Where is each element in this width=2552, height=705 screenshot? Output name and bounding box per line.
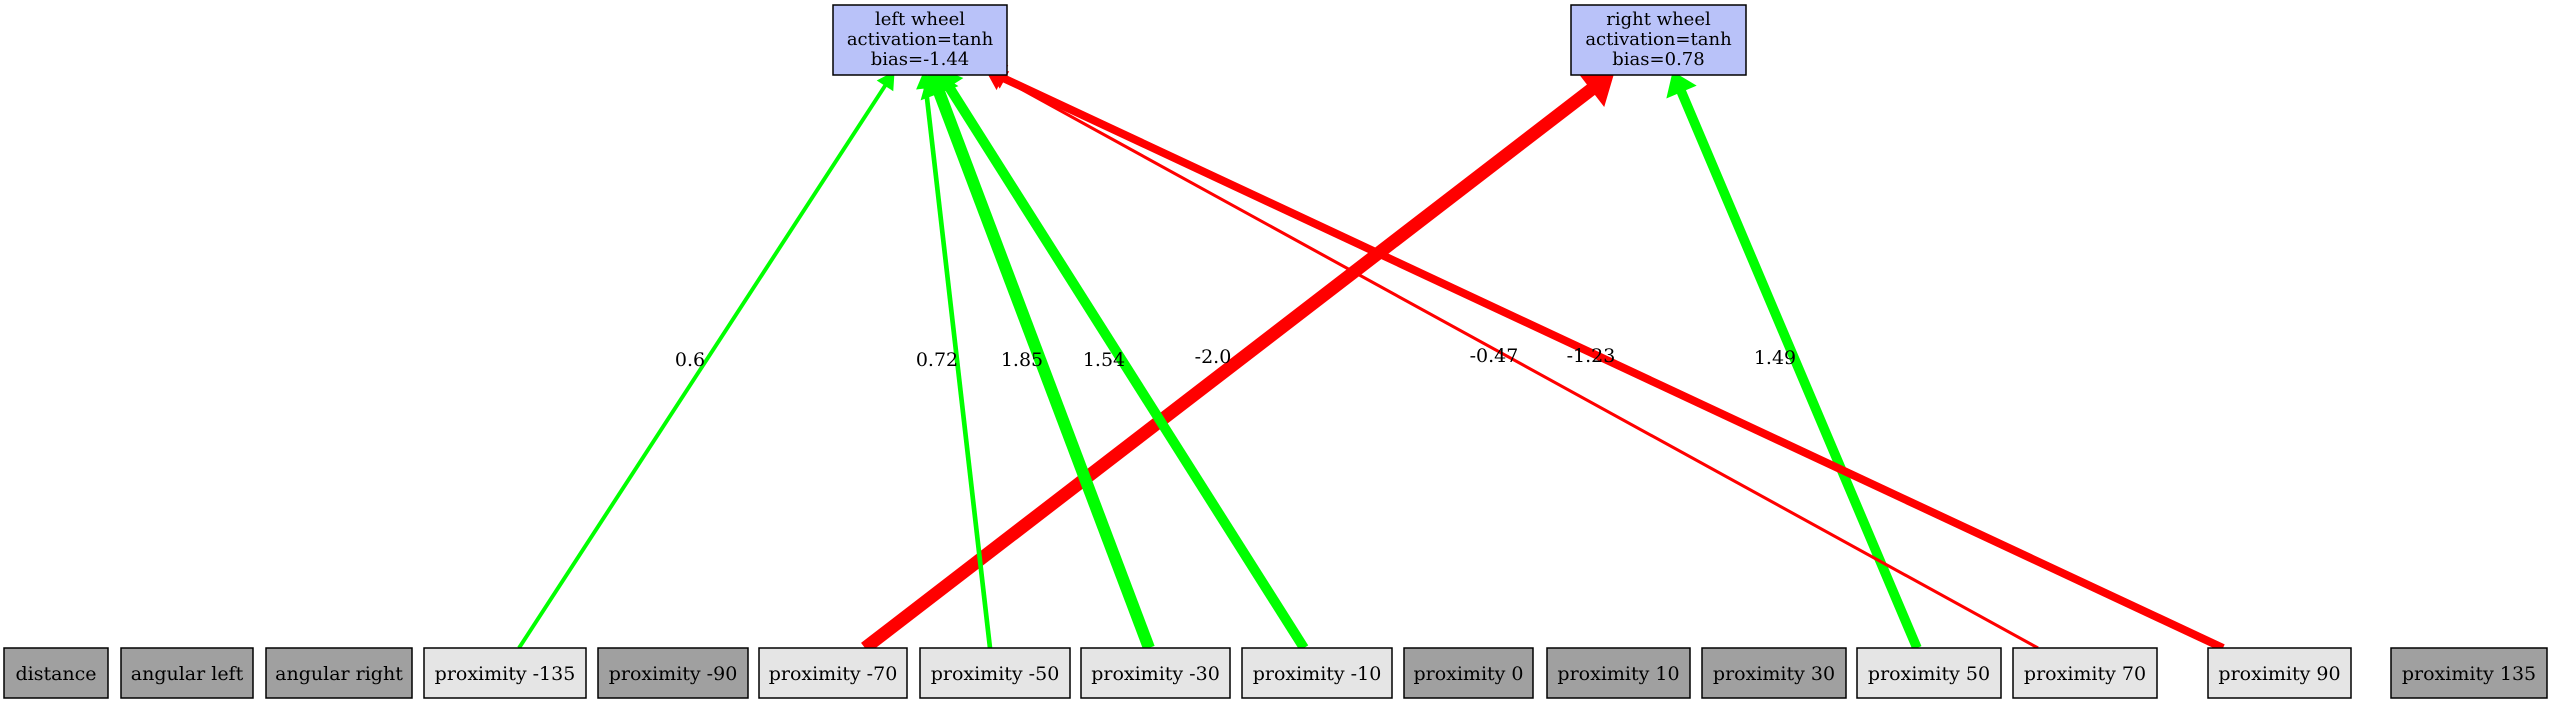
input-node-label: proximity 0 (1413, 663, 1523, 685)
input-node-p-70: proximity 70 (2012, 647, 2158, 699)
input-node-distance: distance (3, 647, 109, 699)
input-node-box (919, 647, 1071, 699)
input-node-box (597, 647, 749, 699)
edge-arrowhead (1666, 71, 1697, 99)
edge-p_m50-to-left (923, 87, 993, 649)
edge-weight-label: 1.85 (1001, 349, 1043, 371)
input-node-angular-left: angular left (120, 647, 254, 699)
output-node-box (1570, 4, 1747, 76)
input-node-p-135: proximity 135 (2390, 647, 2548, 699)
input-node-box (3, 647, 109, 699)
edge-weight-label: -2.0 (1195, 346, 1232, 368)
output-node-line: activation=tanh (1585, 29, 1732, 50)
output-node-line: right wheel (1606, 9, 1711, 30)
output-node-line: bias=-1.44 (871, 49, 970, 70)
nodes-layer: left wheelactivation=tanhbias=-1.44right… (3, 4, 2548, 699)
input-node-box (1546, 647, 1691, 699)
edges-layer: 0.6 -2.0 0.72 1.85 1.54 1.49 -0.47 -1.23 (517, 65, 2225, 654)
input-node-angular-right: angular right (265, 647, 413, 699)
input-node-box (1080, 647, 1231, 699)
input-node-box (120, 647, 254, 699)
edge-weight-label: 0.72 (916, 349, 958, 371)
input-node-p-m70: proximity -70 (758, 647, 908, 699)
input-node-p-0: proximity 0 (1403, 647, 1534, 699)
edge-arrowhead (876, 71, 895, 92)
edge-weight-label: 1.49 (1754, 347, 1796, 369)
edge-weight-label: 1.54 (1083, 349, 1125, 371)
input-node-box (423, 647, 587, 699)
output-node-line: bias=0.78 (1612, 49, 1704, 70)
input-node-label: proximity 70 (2024, 663, 2146, 685)
input-node-p-50: proximity 50 (1856, 647, 2002, 699)
input-node-label: proximity 90 (2218, 663, 2340, 685)
input-node-label: proximity -70 (769, 663, 898, 685)
input-node-label: proximity -135 (435, 663, 576, 685)
input-node-label: distance (15, 663, 96, 685)
input-node-p-m90: proximity -90 (597, 647, 749, 699)
output-node-line: activation=tanh (847, 29, 994, 50)
input-node-p-30: proximity 30 (1701, 647, 1847, 699)
output-node-line: left wheel (875, 9, 965, 30)
edge-p_m135-to-left (517, 84, 887, 650)
input-node-label: angular right (275, 663, 403, 685)
input-node-label: proximity -10 (1253, 663, 1382, 685)
input-node-box (2207, 647, 2352, 699)
input-node-box (1403, 647, 1534, 699)
input-node-label: proximity 30 (1713, 663, 1835, 685)
edge-p_50-to-right (1676, 89, 1922, 650)
input-node-box (265, 647, 413, 699)
input-node-p-m135: proximity -135 (423, 647, 587, 699)
edge-p_70-to-left (1003, 78, 2039, 650)
input-node-box (1856, 647, 2002, 699)
input-node-label: proximity 135 (2402, 663, 2536, 685)
input-node-box (2012, 647, 2158, 699)
input-node-label: angular left (131, 663, 244, 685)
input-node-label: proximity -90 (609, 663, 738, 685)
input-node-box (1241, 647, 1393, 699)
input-node-p-90: proximity 90 (2207, 647, 2352, 699)
output-node-box (832, 4, 1008, 76)
edge-weight-label: -1.23 (1567, 345, 1616, 367)
edge-p_m30-to-left (933, 90, 1155, 651)
input-node-box (2390, 647, 2548, 699)
edge-weight-label: -0.47 (1470, 345, 1519, 367)
input-node-label: proximity 50 (1868, 663, 1990, 685)
input-node-p-10: proximity 10 (1546, 647, 1691, 699)
input-node-label: proximity 10 (1557, 663, 1679, 685)
input-node-box (1701, 647, 1847, 699)
input-node-label: proximity -30 (1091, 663, 1220, 685)
input-node-box (758, 647, 908, 699)
input-node-p-m10: proximity -10 (1241, 647, 1393, 699)
edge-p_m70-to-right (861, 84, 1596, 654)
edge-p_m10-to-left (944, 83, 1309, 651)
edge-weight-label: 0.6 (675, 349, 705, 371)
input-node-p-m30: proximity -30 (1080, 647, 1231, 699)
input-node-label: proximity -50 (931, 663, 1060, 685)
edge-p_90-to-left (1000, 73, 2225, 652)
input-node-p-m50: proximity -50 (919, 647, 1071, 699)
